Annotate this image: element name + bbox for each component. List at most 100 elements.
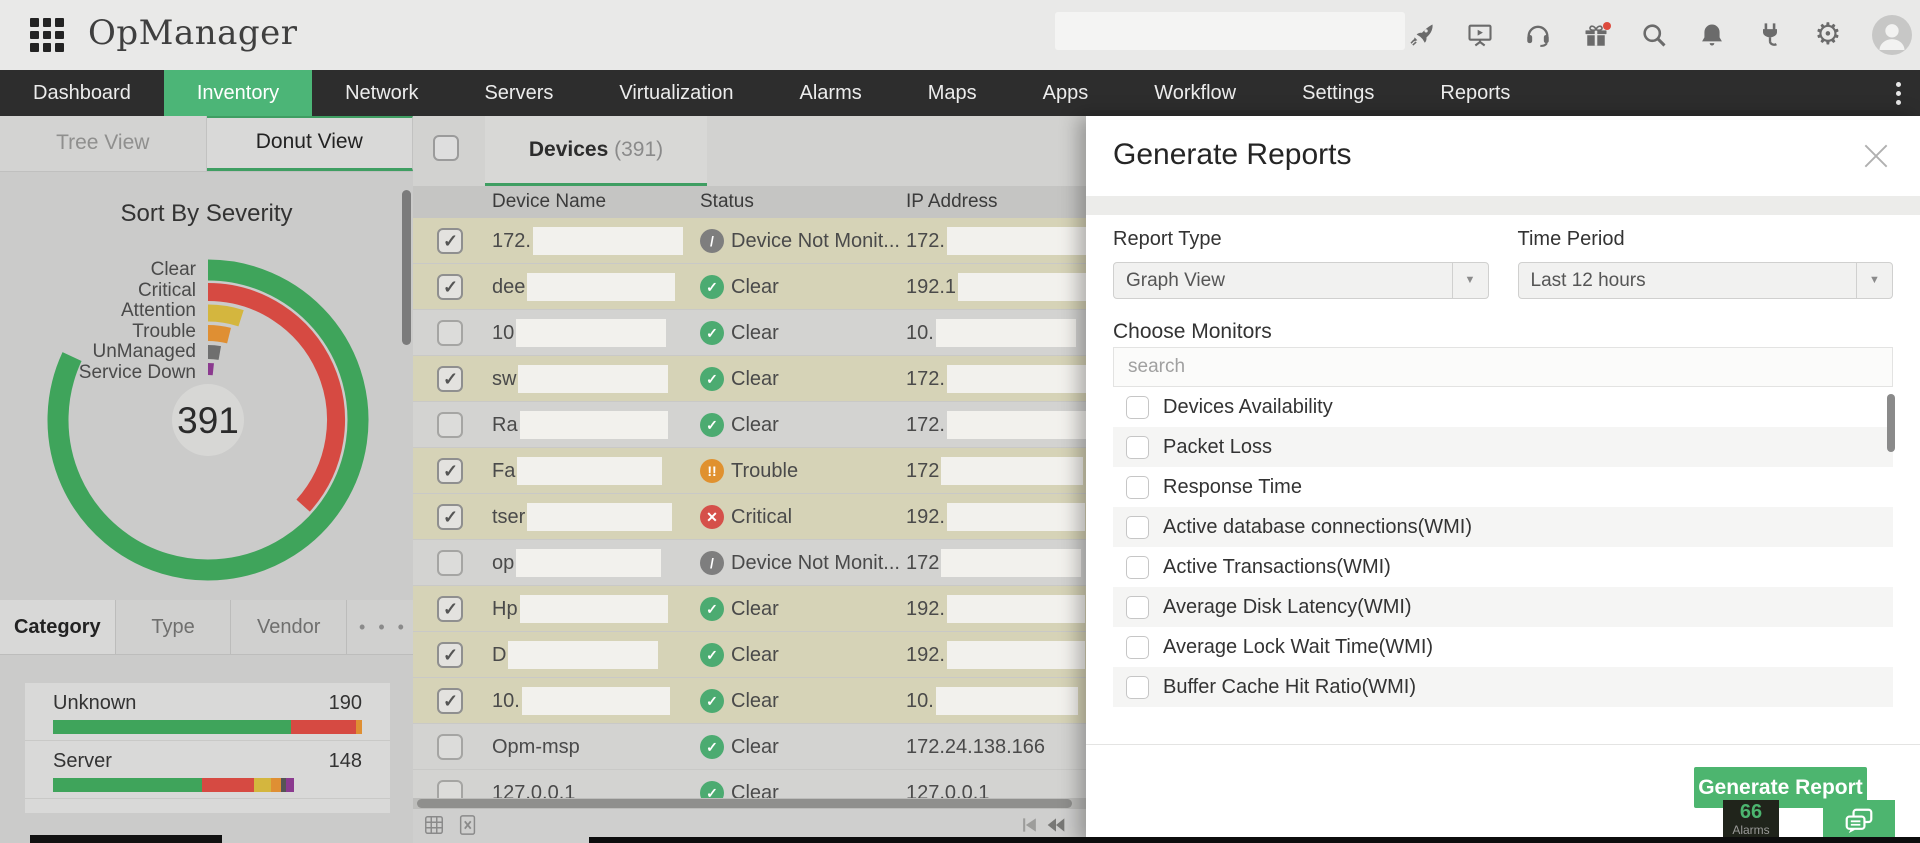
app-grid-icon[interactable] xyxy=(30,18,64,52)
monitor-list-scrollbar[interactable] xyxy=(1887,394,1895,452)
monitor-list-item[interactable]: Average Lock Wait Time(WMI) xyxy=(1113,627,1893,667)
nav-item[interactable]: Virtualization xyxy=(619,82,734,104)
grouping-tab[interactable]: Type xyxy=(115,600,232,654)
search-icon[interactable] xyxy=(1640,21,1668,49)
status-label: Clear xyxy=(731,690,779,712)
sidebar-view-tab[interactable]: Donut View xyxy=(206,116,413,171)
row-checkbox[interactable] xyxy=(437,458,463,484)
settings-gear-icon[interactable]: ⚙ xyxy=(1814,17,1842,52)
select-all-checkbox[interactable] xyxy=(433,135,459,161)
excel-export-icon[interactable] xyxy=(457,814,479,836)
monitor-list-item[interactable]: Buffer Cache Hit Ratio(WMI) xyxy=(1113,667,1893,707)
nav-item[interactable]: Maps xyxy=(927,82,977,104)
row-checkbox[interactable] xyxy=(437,412,463,438)
category-count: 148 xyxy=(328,750,362,772)
nav-item[interactable]: Apps xyxy=(1042,82,1089,104)
table-row[interactable]: 127.0.0.1 ✓ Clear 127.0.0.1 xyxy=(413,770,1086,798)
ellipsis-icon[interactable]: • • • xyxy=(347,600,421,654)
nav-item[interactable]: Network xyxy=(345,82,419,104)
redaction-box xyxy=(935,687,1078,715)
nav-overflow-kebab-icon[interactable] xyxy=(1886,70,1910,116)
category-bar-row[interactable]: Unknown 190 xyxy=(25,683,390,741)
row-checkbox[interactable] xyxy=(437,366,463,392)
notifications-bell-icon[interactable] xyxy=(1698,21,1726,49)
time-period-select[interactable]: Last 12 hours ▼ xyxy=(1517,262,1893,299)
devices-tab[interactable]: Devices (391) xyxy=(485,116,707,186)
getting-started-rocket-icon[interactable] xyxy=(1408,21,1436,49)
row-checkbox[interactable] xyxy=(437,688,463,714)
nav-item[interactable]: Reports xyxy=(1440,82,1511,104)
nav-item[interactable]: Alarms xyxy=(799,82,862,104)
table-row[interactable]: 172. / Device Not Monit... 172. xyxy=(413,218,1086,264)
status-label: Clear xyxy=(731,276,779,298)
table-row[interactable]: dee ✓ Clear 192.1 xyxy=(413,264,1086,310)
report-type-select[interactable]: Graph View ▼ xyxy=(1113,262,1489,299)
user-avatar[interactable] xyxy=(1872,15,1912,55)
device-name-cell: 10. xyxy=(492,678,670,724)
row-checkbox[interactable] xyxy=(437,550,463,576)
row-checkbox[interactable] xyxy=(437,274,463,300)
nav-item[interactable]: Servers xyxy=(484,82,554,104)
table-row[interactable]: D ✓ Clear 192. xyxy=(413,632,1086,678)
chat-widget[interactable] xyxy=(1823,800,1895,843)
monitor-list-item[interactable]: Active Transactions(WMI) xyxy=(1113,547,1893,587)
whats-new-gift-icon[interactable] xyxy=(1582,21,1611,49)
monitor-checkbox[interactable] xyxy=(1126,555,1149,579)
table-row[interactable]: Fa !! Trouble 172 xyxy=(413,448,1086,494)
nav-item[interactable]: Workflow xyxy=(1154,82,1237,104)
table-row[interactable]: tser ✕ Critical 192. xyxy=(413,494,1086,540)
column-status[interactable]: Status xyxy=(700,191,754,212)
monitor-checkbox[interactable] xyxy=(1126,435,1149,459)
table-row[interactable]: 10. ✓ Clear 10. xyxy=(413,678,1086,724)
row-checkbox[interactable] xyxy=(437,320,463,346)
table-row[interactable]: op / Device Not Monit... 172 xyxy=(413,540,1086,586)
monitor-list-item[interactable]: Average Disk Latency(WMI) xyxy=(1113,587,1893,627)
redaction-box xyxy=(941,457,1084,485)
row-checkbox[interactable] xyxy=(437,228,463,254)
monitor-checkbox[interactable] xyxy=(1126,475,1149,499)
horizontal-scrollbar[interactable] xyxy=(417,799,1072,808)
monitor-list-item[interactable]: Devices Availability xyxy=(1113,387,1893,427)
alarms-badge[interactable]: 66 Alarms xyxy=(1723,800,1779,843)
demo-video-icon[interactable] xyxy=(1466,21,1494,49)
table-row[interactable]: Opm-msp ✓ Clear 172.24.138.166 xyxy=(413,724,1086,770)
nav-item[interactable]: Settings xyxy=(1302,82,1375,104)
row-checkbox[interactable] xyxy=(437,642,463,668)
table-row[interactable]: 10 ✓ Clear 10. xyxy=(413,310,1086,356)
grouping-tab[interactable]: Vendor xyxy=(231,600,348,654)
header-search-field[interactable] xyxy=(1055,12,1405,50)
monitor-checkbox[interactable] xyxy=(1126,675,1149,699)
monitor-checkbox[interactable] xyxy=(1126,595,1149,619)
chevron-down-icon: ▼ xyxy=(1451,263,1488,298)
monitor-list-item[interactable]: Packet Loss xyxy=(1113,427,1893,467)
status-icon: / xyxy=(700,229,724,253)
sidebar-view-tab[interactable]: Tree View xyxy=(0,116,207,171)
row-checkbox[interactable] xyxy=(437,596,463,622)
column-device-name[interactable]: Device Name xyxy=(492,191,607,212)
row-checkbox[interactable] xyxy=(437,780,463,798)
category-bar-row[interactable]: Server 148 xyxy=(25,741,390,799)
nav-item[interactable]: Inventory xyxy=(163,70,313,116)
column-ip-address[interactable]: IP Address xyxy=(906,191,998,212)
row-checkbox[interactable] xyxy=(437,734,463,760)
monitor-checkbox[interactable] xyxy=(1126,515,1149,539)
first-page-icon[interactable] xyxy=(1020,815,1040,835)
plugin-icon[interactable] xyxy=(1756,21,1784,49)
support-headset-icon[interactable] xyxy=(1524,21,1552,49)
table-grid-export-icon[interactable] xyxy=(423,814,445,836)
table-row[interactable]: sw ✓ Clear 172. xyxy=(413,356,1086,402)
monitor-search-input[interactable] xyxy=(1113,347,1893,387)
table-row[interactable]: Hp ✓ Clear 192. xyxy=(413,586,1086,632)
row-checkbox[interactable] xyxy=(437,504,463,530)
nav-item[interactable]: Dashboard xyxy=(33,82,131,104)
sidebar-scrollbar[interactable] xyxy=(402,190,411,345)
ip-address-cell: 10. xyxy=(906,678,1078,724)
monitor-list-item[interactable]: Active database connections(WMI) xyxy=(1113,507,1893,547)
grouping-tab[interactable]: Category xyxy=(0,600,116,654)
close-icon[interactable] xyxy=(1860,140,1892,172)
previous-page-icon[interactable] xyxy=(1046,815,1066,835)
monitor-checkbox[interactable] xyxy=(1126,635,1149,659)
table-row[interactable]: Ra ✓ Clear 172. xyxy=(413,402,1086,448)
monitor-list-item[interactable]: Response Time xyxy=(1113,467,1893,507)
monitor-checkbox[interactable] xyxy=(1126,395,1149,419)
